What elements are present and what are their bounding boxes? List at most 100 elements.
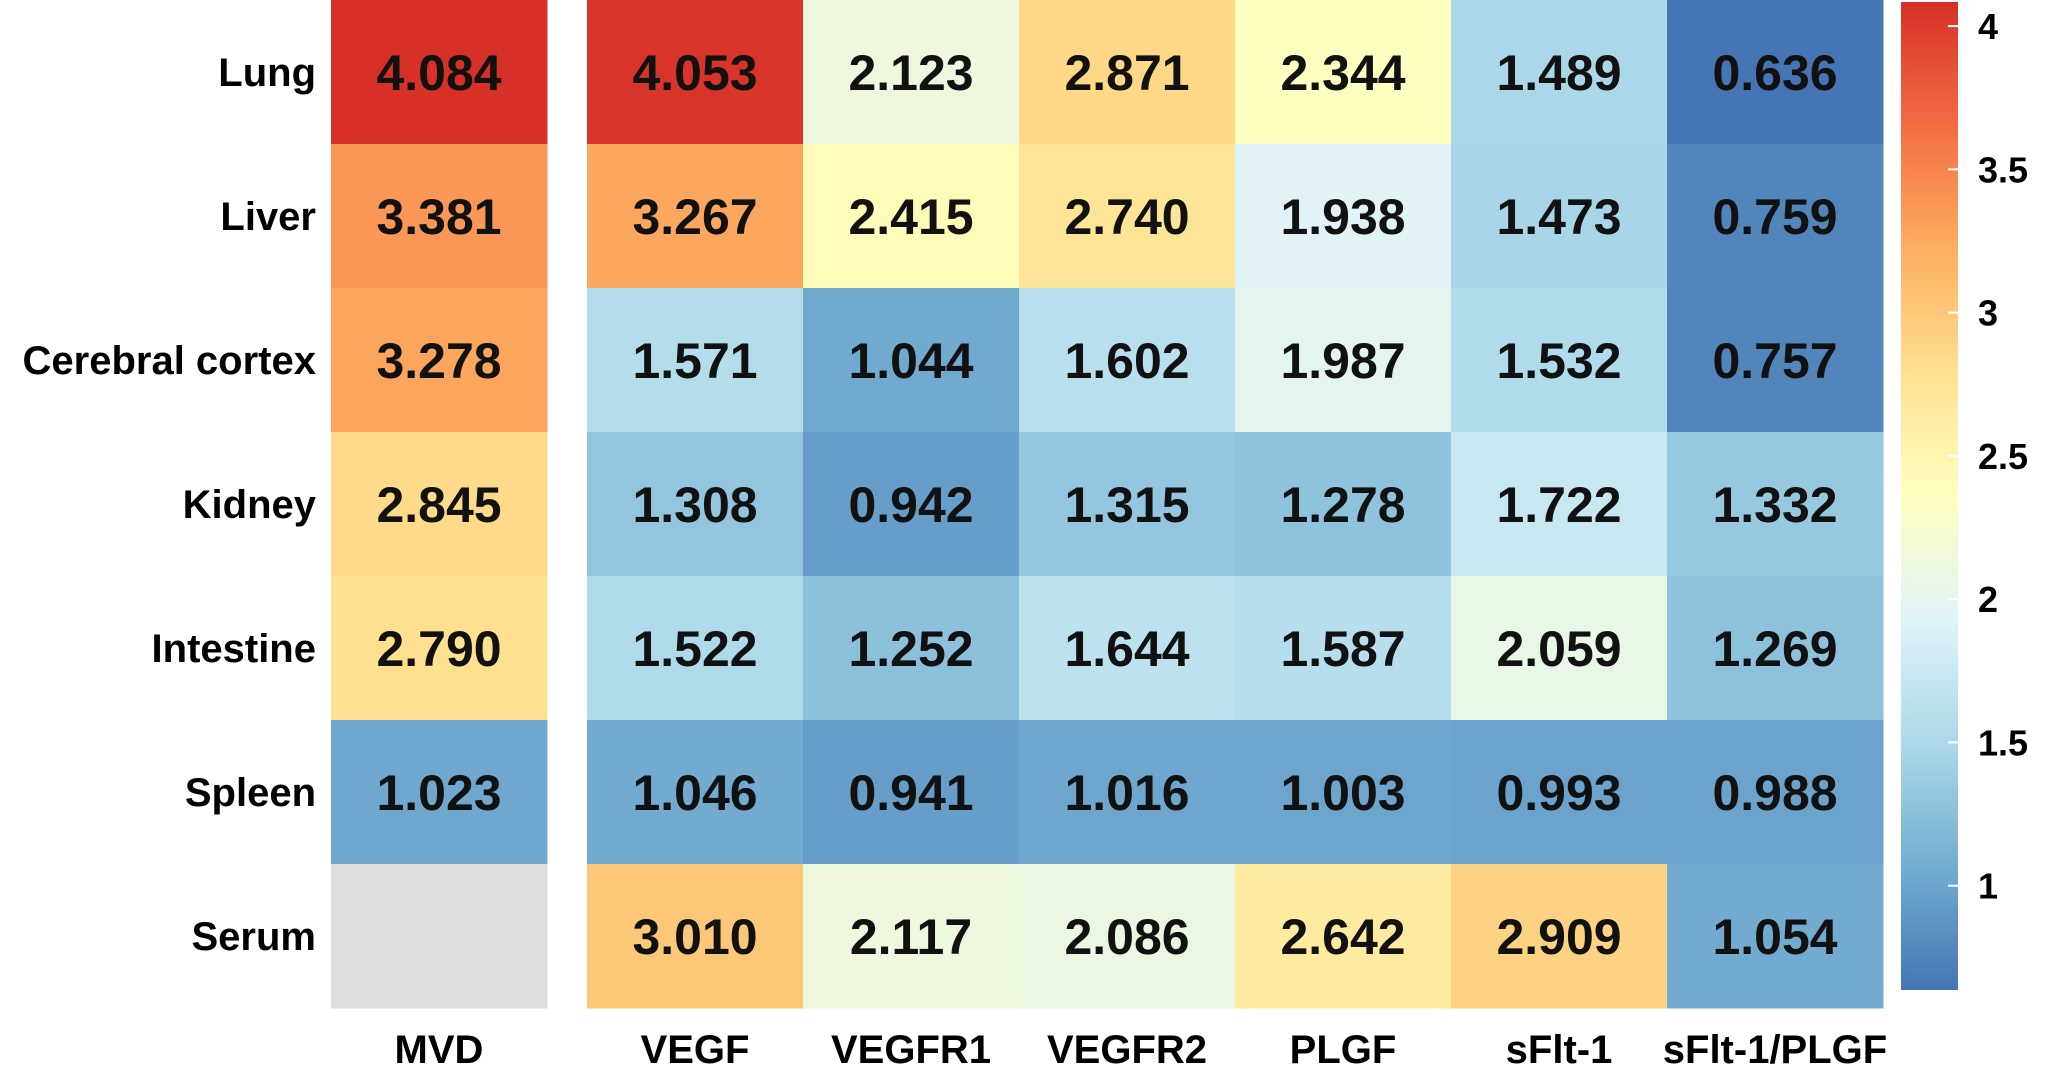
heatmap-cell [1667,0,1884,145]
heatmap-cell [1667,144,1884,289]
heatmap-cell [331,864,548,1009]
heatmap-cell [1235,432,1452,577]
heatmap-cell [803,288,1020,433]
heatmap-cell [803,432,1020,577]
heatmap-cell-label: 2.871 [1064,45,1189,101]
heatmap-cell-label: 2.415 [848,189,973,245]
heatmap-cell [1451,0,1668,145]
heatmap-cell-label: 2.086 [1064,909,1189,965]
heatmap-cell-label: 1.602 [1064,333,1189,389]
heatmap-cell-label: 0.757 [1712,333,1837,389]
column-labels: MVD VEGF VEGFR1 VEGFR2 PLGF sFlt-1 sFlt-1/PLGF [395,1028,1888,1072]
heatmap-cells [331,0,1884,1009]
heatmap-cell [1235,288,1452,433]
heatmap-cell [587,576,804,721]
heatmap-cell-label: 1.532 [1496,333,1621,389]
row-label: Cerebral cortex [23,339,316,383]
heatmap-cell-label: 2.740 [1064,189,1189,245]
row-label: Intestine [152,627,316,671]
heatmap-cell [1235,864,1452,1009]
heatmap-cell-label: 1.269 [1712,621,1837,677]
heatmap-cell [1019,864,1236,1009]
heatmap-cell [803,864,1020,1009]
heatmap-cell-label: 1.252 [848,621,973,677]
heatmap-cell [1451,288,1668,433]
heatmap-cell [1667,288,1884,433]
colorbar-tick-label: 3 [1978,293,1998,334]
heatmap-cell-label: 1.003 [1280,765,1405,821]
heatmap-cell [331,576,548,721]
heatmap-cell-label: 4.053 [632,45,757,101]
heatmap-cell [803,144,1020,289]
heatmap-cell-label: 0.636 [1712,45,1837,101]
row-label: Liver [220,195,316,239]
heatmap-cell-label: 1.023 [376,765,501,821]
heatmap-cell [331,0,548,145]
heatmap-cell-label: 1.987 [1280,333,1405,389]
heatmap-cell-label: 2.642 [1280,909,1405,965]
heatmap-cell-label: 1.571 [632,333,757,389]
heatmap-cell-label: 1.278 [1280,477,1405,533]
heatmap-cell [1451,864,1668,1009]
heatmap-cell [587,144,804,289]
heatmap-cell [1667,720,1884,865]
colorbar-tick-label: 1.5 [1978,722,2028,763]
row-labels: Lung Liver Cerebral cortex Kidney Intestine S… [23,51,317,959]
row-label: Lung [218,51,316,95]
heatmap-cell [1019,576,1236,721]
heatmap-cell [331,720,548,865]
heatmap-cell-label: 2.344 [1280,45,1405,101]
heatmap-cell-label: 1.046 [632,765,757,821]
column-label: VEGF [641,1028,750,1072]
heatmap-cell-label: 3.267 [632,189,757,245]
heatmap-cell [587,432,804,577]
heatmap-cell [587,0,804,145]
heatmap-cell-label: 1.722 [1496,477,1621,533]
heatmap-cell-label: 3.010 [632,909,757,965]
heatmap-cell [803,0,1020,145]
heatmap-cell-label: 2.117 [850,909,972,965]
heatmap-cell-labels: 4.084 4.053 2.123 2.871 2.344 1.489 0.636 3.381… [376,45,1837,965]
colorbar-tick-label: 3.5 [1978,149,2028,190]
heatmap-cell [331,144,548,289]
heatmap-cell [1235,0,1452,145]
heatmap-cell [1235,576,1452,721]
heatmap-cell [1019,720,1236,865]
heatmap-cell-label: 4.084 [376,45,501,101]
heatmap-cell-label: 1.644 [1064,621,1189,677]
heatmap-cell-label: 1.587 [1280,621,1405,677]
colorbar-tick-label: 2 [1978,579,1998,620]
heatmap-cell [1019,144,1236,289]
column-label: VEGFR2 [1047,1028,1207,1072]
colorbar-gradient [1901,2,1958,990]
heatmap-cell-label: 3.381 [376,189,501,245]
heatmap-cell-label: 2.790 [376,621,501,677]
heatmap-cell [1451,576,1668,721]
row-label: Serum [192,915,317,959]
heatmap-cell-label: 1.308 [632,477,757,533]
heatmap-cell [1667,576,1884,721]
heatmap-cell-label: 2.059 [1496,621,1621,677]
heatmap-cell [1451,432,1668,577]
heatmap-cell [1235,144,1452,289]
colorbar: 1 1.5 2 2.5 3 3.5 4 [1901,2,2028,990]
heatmap-cell [587,864,804,1009]
heatmap-cell-label: 0.988 [1712,765,1837,821]
heatmap-cell [1235,720,1452,865]
column-label: sFlt-1/PLGF [1663,1028,1887,1072]
heatmap-cell-label: 2.845 [376,477,501,533]
heatmap-cell [331,288,548,433]
colorbar-tick-label: 4 [1978,6,1998,47]
heatmap-cell-label: 1.315 [1064,477,1189,533]
heatmap-cell [1019,288,1236,433]
heatmap-cell-label: 0.993 [1496,765,1621,821]
row-label: Kidney [183,483,317,527]
heatmap-cell-label: 0.942 [848,477,973,533]
column-label: VEGFR1 [831,1028,991,1072]
heatmap-cell-label: 0.759 [1712,189,1837,245]
heatmap-cell [1667,864,1884,1009]
heatmap-cell-label: 1.489 [1496,45,1621,101]
heatmap-cell-label: 2.123 [848,45,973,101]
heatmap-cell [1451,144,1668,289]
heatmap-cell [1019,0,1236,145]
